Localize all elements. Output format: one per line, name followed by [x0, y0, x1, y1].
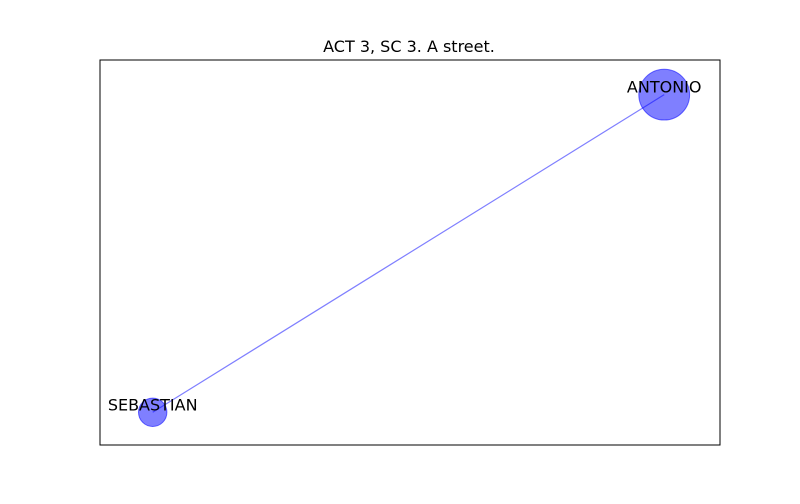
node-antonio — [638, 68, 691, 121]
edge-antonio-sebastian — [152, 94, 665, 413]
label-layer: ANTONIO SEBASTIAN — [108, 78, 702, 415]
node-label-antonio: ANTONIO — [627, 78, 702, 97]
plot-frame — [99, 59, 721, 446]
node-label-sebastian: SEBASTIAN — [108, 395, 198, 414]
edge-layer — [152, 94, 665, 413]
node-layer — [138, 68, 691, 427]
graph-title: ACT 3, SC 3. A street. — [323, 37, 495, 56]
node-sebastian — [138, 397, 168, 427]
